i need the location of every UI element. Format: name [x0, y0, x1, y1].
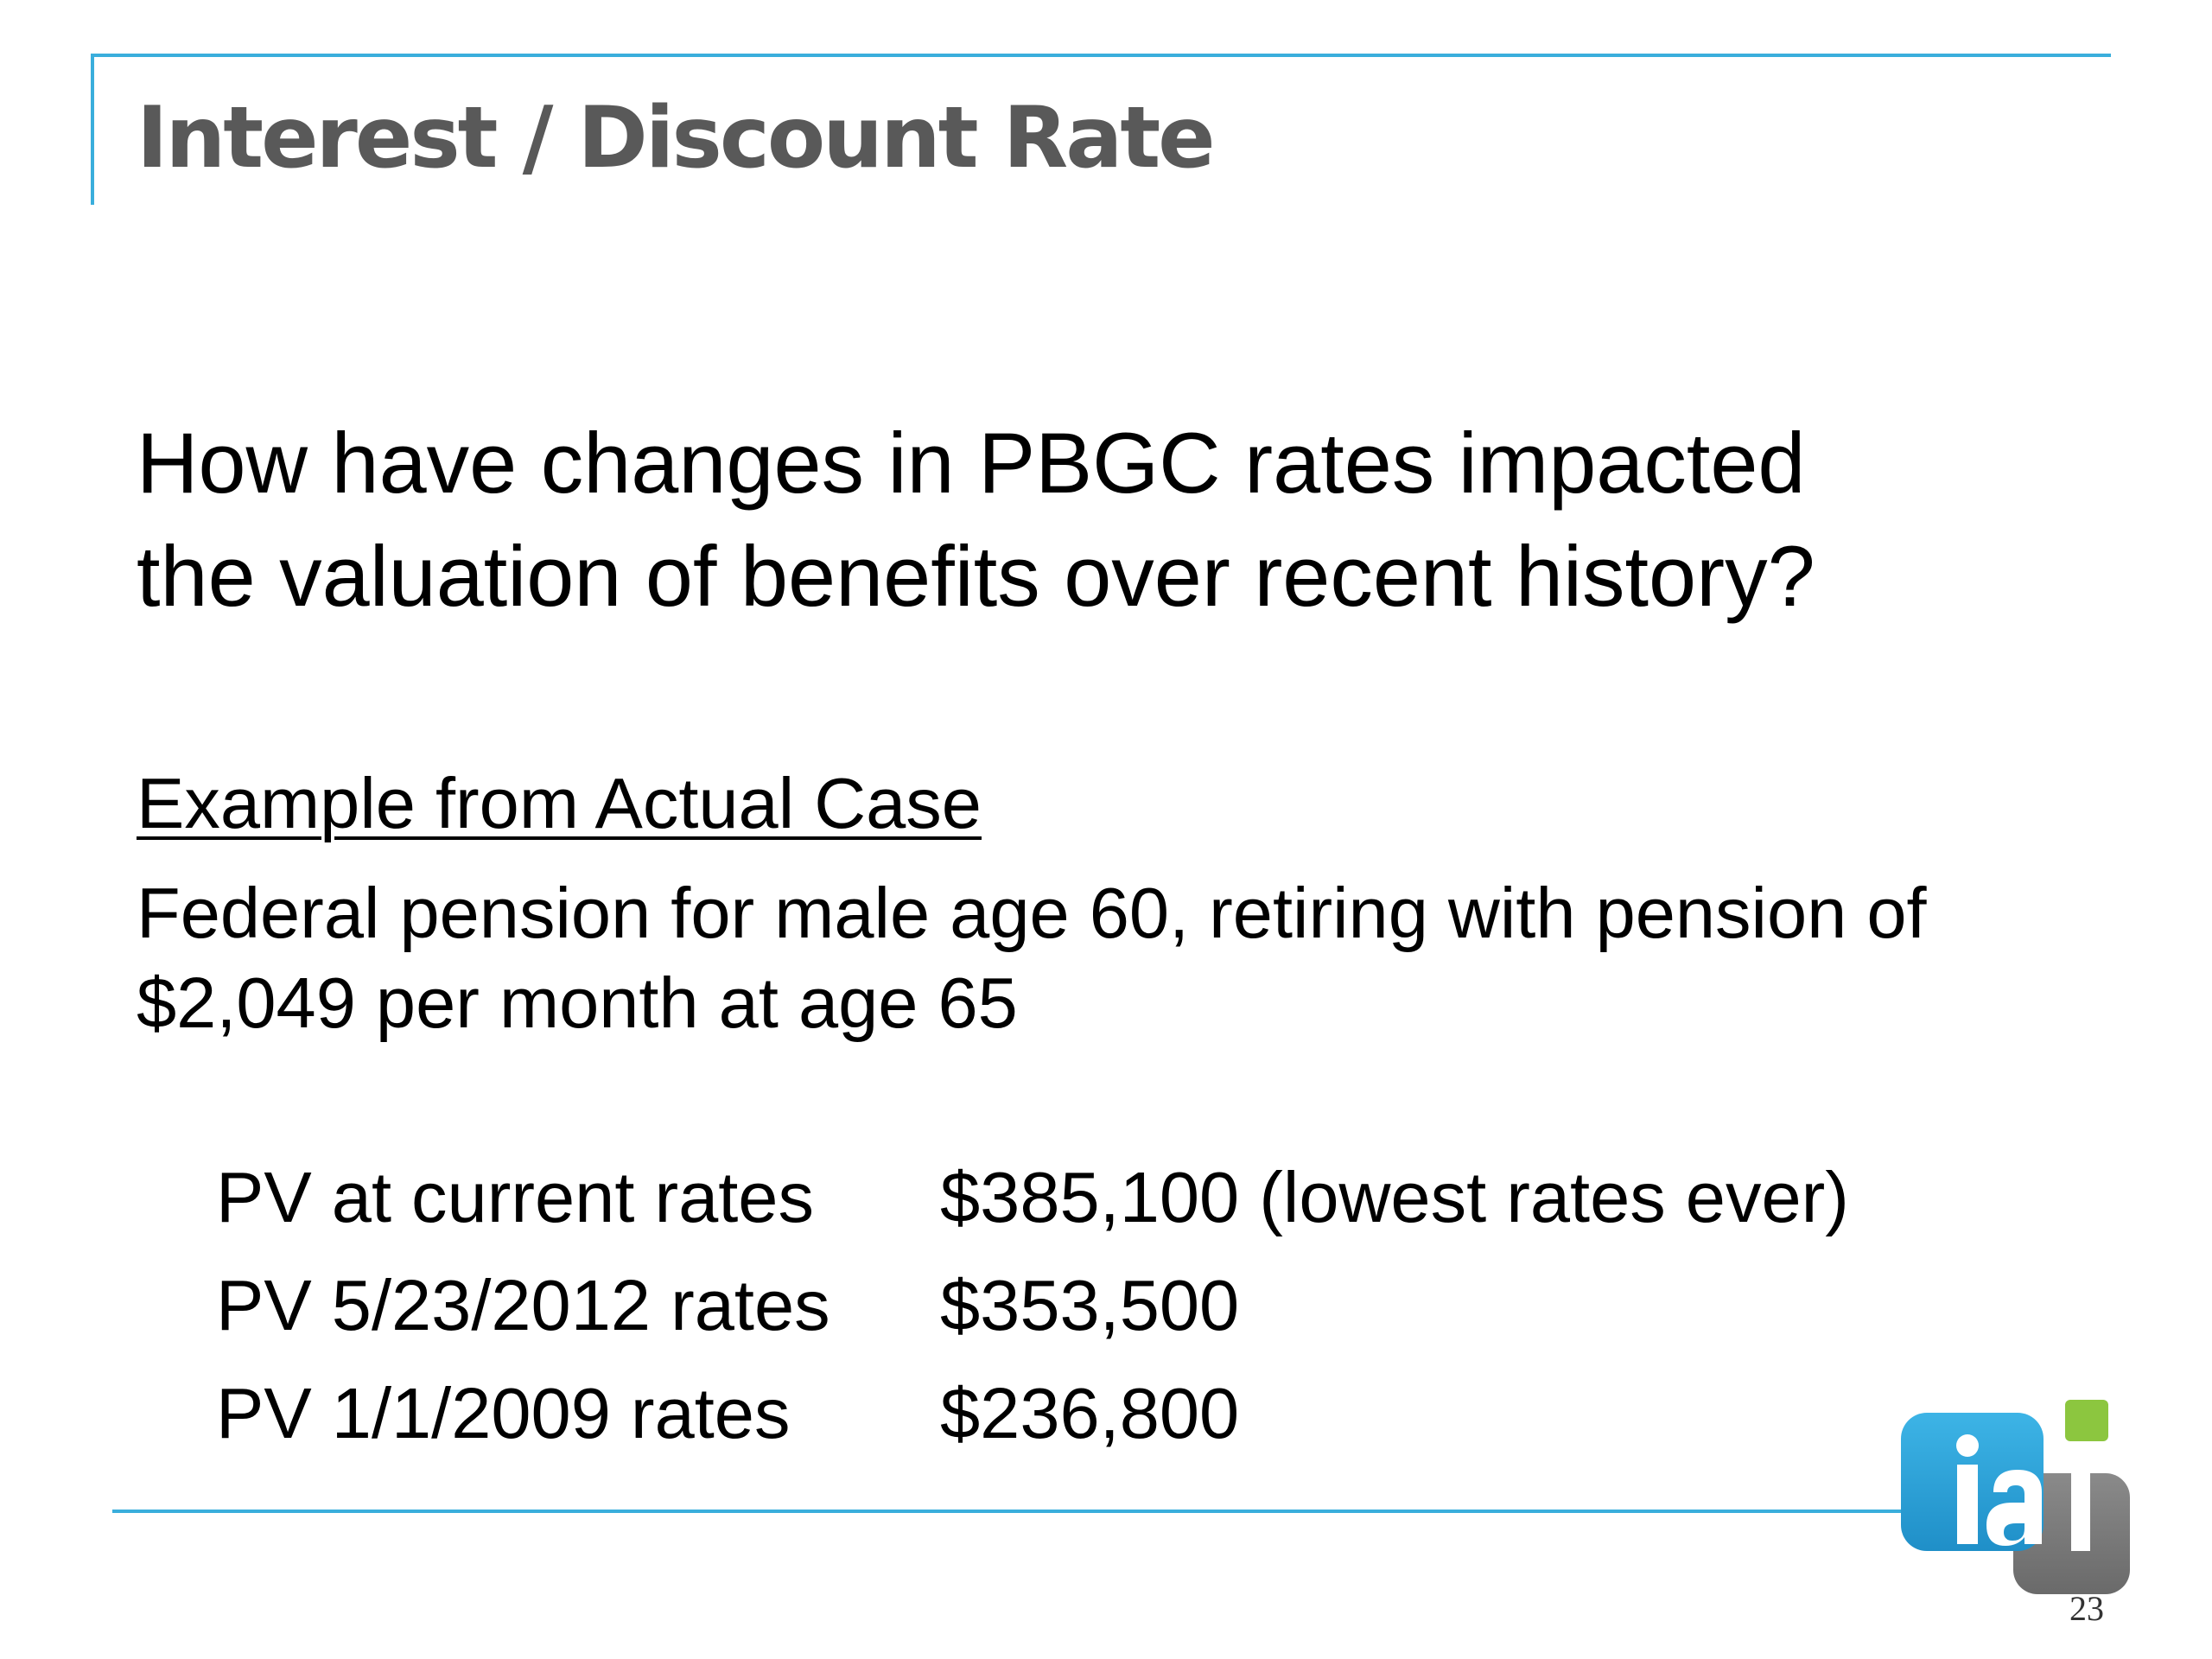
description-line-2: $2,049 per month at age 65: [137, 963, 1018, 1043]
description-line-1: Federal pension for male age 60, retirin…: [137, 873, 1927, 953]
question-text: How have changes in PBGC rates impacted …: [137, 406, 1815, 632]
pv-value: $236,800: [940, 1373, 1240, 1453]
bottom-rule: [112, 1510, 1910, 1513]
ial-logo-icon: [1901, 1400, 2130, 1594]
page-number: 23: [2069, 1589, 2104, 1628]
question-line-2: the valuation of benefits over recent hi…: [137, 528, 1815, 624]
case-description: Federal pension for male age 60, retirin…: [137, 868, 1927, 1048]
pv-value: $353,500: [940, 1265, 1240, 1345]
slide-title: Interest / Discount Rate: [137, 89, 1216, 188]
top-rule: [91, 54, 2111, 57]
pv-value: $385,100 (lowest rates ever): [940, 1157, 1849, 1237]
example-heading: Example from Actual Case: [137, 763, 982, 843]
title-left-rule: [91, 54, 94, 205]
pv-label: PV 5/23/2012 rates: [216, 1265, 830, 1345]
question-line-1: How have changes in PBGC rates impacted: [137, 415, 1806, 511]
pv-label: PV at current rates: [216, 1157, 814, 1237]
pv-label: PV 1/1/2009 rates: [216, 1373, 791, 1453]
